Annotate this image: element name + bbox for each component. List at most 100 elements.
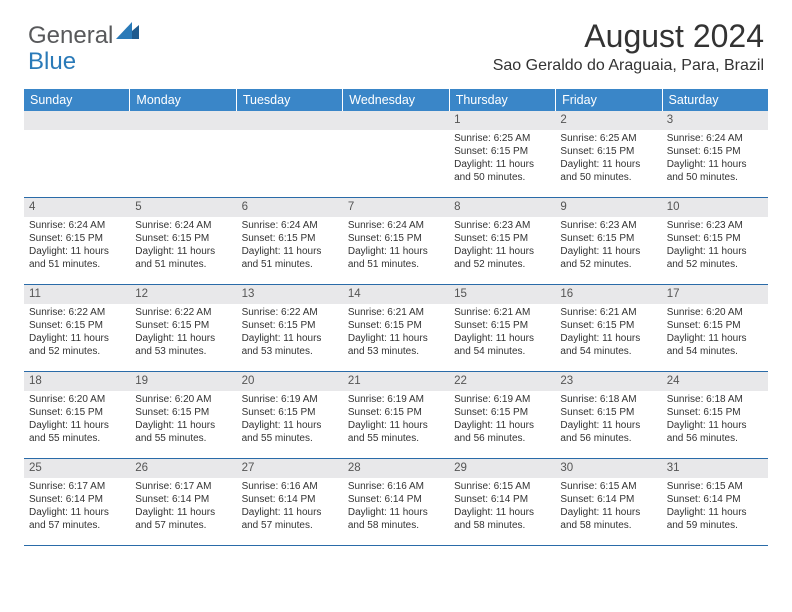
day-number: 21 — [343, 372, 449, 391]
day-details: Sunrise: 6:24 AMSunset: 6:15 PMDaylight:… — [237, 217, 343, 275]
calendar-day-cell: 2Sunrise: 6:25 AMSunset: 6:15 PMDaylight… — [555, 111, 661, 197]
calendar-day-cell: 29Sunrise: 6:15 AMSunset: 6:14 PMDayligh… — [449, 459, 555, 545]
sunset-text: Sunset: 6:15 PM — [454, 145, 550, 158]
day-details: Sunrise: 6:20 AMSunset: 6:15 PMDaylight:… — [662, 304, 768, 362]
day-number: 17 — [662, 285, 768, 304]
daylight-text: Daylight: 11 hours and 56 minutes. — [667, 419, 763, 445]
sunset-text: Sunset: 6:15 PM — [29, 319, 125, 332]
calendar-day-cell: 14Sunrise: 6:21 AMSunset: 6:15 PMDayligh… — [343, 285, 449, 371]
day-number: 30 — [555, 459, 661, 478]
day-details: Sunrise: 6:22 AMSunset: 6:15 PMDaylight:… — [237, 304, 343, 362]
day-details: Sunrise: 6:15 AMSunset: 6:14 PMDaylight:… — [555, 478, 661, 536]
sunrise-text: Sunrise: 6:24 AM — [667, 132, 763, 145]
day-number: 13 — [237, 285, 343, 304]
day-details: Sunrise: 6:18 AMSunset: 6:15 PMDaylight:… — [662, 391, 768, 449]
day-number: 20 — [237, 372, 343, 391]
daylight-text: Daylight: 11 hours and 56 minutes. — [560, 419, 656, 445]
sunset-text: Sunset: 6:15 PM — [560, 406, 656, 419]
sunrise-text: Sunrise: 6:21 AM — [454, 306, 550, 319]
logo: General — [28, 22, 140, 50]
logo-text-general: General — [28, 22, 113, 50]
calendar-day-cell: 3Sunrise: 6:24 AMSunset: 6:15 PMDaylight… — [662, 111, 768, 197]
sunset-text: Sunset: 6:15 PM — [348, 319, 444, 332]
header: General August 2024 Sao Geraldo do Aragu… — [0, 0, 792, 81]
day-details: Sunrise: 6:25 AMSunset: 6:15 PMDaylight:… — [555, 130, 661, 188]
weekday-header: Saturday — [663, 89, 768, 111]
day-details: Sunrise: 6:24 AMSunset: 6:15 PMDaylight:… — [343, 217, 449, 275]
day-details: Sunrise: 6:22 AMSunset: 6:15 PMDaylight:… — [130, 304, 236, 362]
calendar-week-row: 11Sunrise: 6:22 AMSunset: 6:15 PMDayligh… — [24, 285, 768, 372]
sunrise-text: Sunrise: 6:24 AM — [135, 219, 231, 232]
daylight-text: Daylight: 11 hours and 53 minutes. — [348, 332, 444, 358]
weekday-header: Thursday — [450, 89, 556, 111]
month-title: August 2024 — [493, 18, 764, 55]
day-number: 25 — [24, 459, 130, 478]
calendar-day-cell: 4Sunrise: 6:24 AMSunset: 6:15 PMDaylight… — [24, 198, 130, 284]
calendar-day-cell: . — [343, 111, 449, 197]
day-details: Sunrise: 6:21 AMSunset: 6:15 PMDaylight:… — [343, 304, 449, 362]
weekday-header-row: SundayMondayTuesdayWednesdayThursdayFrid… — [24, 89, 768, 111]
calendar-day-cell: 6Sunrise: 6:24 AMSunset: 6:15 PMDaylight… — [237, 198, 343, 284]
sunrise-text: Sunrise: 6:25 AM — [454, 132, 550, 145]
sunset-text: Sunset: 6:15 PM — [560, 319, 656, 332]
sunrise-text: Sunrise: 6:15 AM — [667, 480, 763, 493]
sunset-text: Sunset: 6:15 PM — [667, 319, 763, 332]
logo-triangle-icon — [116, 22, 140, 45]
calendar-day-cell: 23Sunrise: 6:18 AMSunset: 6:15 PMDayligh… — [555, 372, 661, 458]
day-details: Sunrise: 6:19 AMSunset: 6:15 PMDaylight:… — [237, 391, 343, 449]
sunset-text: Sunset: 6:15 PM — [242, 319, 338, 332]
calendar-week-row: 25Sunrise: 6:17 AMSunset: 6:14 PMDayligh… — [24, 459, 768, 546]
calendar-week-row: ....1Sunrise: 6:25 AMSunset: 6:15 PMDayl… — [24, 111, 768, 198]
daylight-text: Daylight: 11 hours and 52 minutes. — [454, 245, 550, 271]
day-number: 23 — [555, 372, 661, 391]
day-number: 28 — [343, 459, 449, 478]
sunrise-text: Sunrise: 6:17 AM — [29, 480, 125, 493]
sunrise-text: Sunrise: 6:21 AM — [348, 306, 444, 319]
sunset-text: Sunset: 6:15 PM — [454, 232, 550, 245]
sunrise-text: Sunrise: 6:22 AM — [242, 306, 338, 319]
day-number: . — [237, 111, 343, 130]
sunset-text: Sunset: 6:15 PM — [348, 406, 444, 419]
weekday-header: Wednesday — [343, 89, 449, 111]
daylight-text: Daylight: 11 hours and 54 minutes. — [454, 332, 550, 358]
day-number: 2 — [555, 111, 661, 130]
day-details: Sunrise: 6:18 AMSunset: 6:15 PMDaylight:… — [555, 391, 661, 449]
daylight-text: Daylight: 11 hours and 57 minutes. — [135, 506, 231, 532]
daylight-text: Daylight: 11 hours and 50 minutes. — [667, 158, 763, 184]
day-number: 6 — [237, 198, 343, 217]
daylight-text: Daylight: 11 hours and 59 minutes. — [667, 506, 763, 532]
sunset-text: Sunset: 6:15 PM — [135, 232, 231, 245]
sunset-text: Sunset: 6:15 PM — [667, 232, 763, 245]
daylight-text: Daylight: 11 hours and 51 minutes. — [242, 245, 338, 271]
calendar-day-cell: 10Sunrise: 6:23 AMSunset: 6:15 PMDayligh… — [662, 198, 768, 284]
day-number: 11 — [24, 285, 130, 304]
sunset-text: Sunset: 6:15 PM — [242, 232, 338, 245]
day-number: 5 — [130, 198, 236, 217]
calendar-day-cell: 9Sunrise: 6:23 AMSunset: 6:15 PMDaylight… — [555, 198, 661, 284]
day-number: 1 — [449, 111, 555, 130]
weeks-container: ....1Sunrise: 6:25 AMSunset: 6:15 PMDayl… — [24, 111, 768, 546]
calendar-week-row: 18Sunrise: 6:20 AMSunset: 6:15 PMDayligh… — [24, 372, 768, 459]
day-details: Sunrise: 6:16 AMSunset: 6:14 PMDaylight:… — [237, 478, 343, 536]
daylight-text: Daylight: 11 hours and 51 minutes. — [135, 245, 231, 271]
sunrise-text: Sunrise: 6:18 AM — [560, 393, 656, 406]
calendar-day-cell: 16Sunrise: 6:21 AMSunset: 6:15 PMDayligh… — [555, 285, 661, 371]
calendar-day-cell: . — [237, 111, 343, 197]
sunset-text: Sunset: 6:15 PM — [29, 232, 125, 245]
calendar-day-cell: 15Sunrise: 6:21 AMSunset: 6:15 PMDayligh… — [449, 285, 555, 371]
daylight-text: Daylight: 11 hours and 53 minutes. — [242, 332, 338, 358]
day-details: Sunrise: 6:22 AMSunset: 6:15 PMDaylight:… — [24, 304, 130, 362]
weekday-header: Tuesday — [237, 89, 343, 111]
day-number: 22 — [449, 372, 555, 391]
calendar-day-cell: 24Sunrise: 6:18 AMSunset: 6:15 PMDayligh… — [662, 372, 768, 458]
sunset-text: Sunset: 6:14 PM — [560, 493, 656, 506]
day-number: 29 — [449, 459, 555, 478]
sunrise-text: Sunrise: 6:21 AM — [560, 306, 656, 319]
sunset-text: Sunset: 6:14 PM — [29, 493, 125, 506]
sunrise-text: Sunrise: 6:19 AM — [454, 393, 550, 406]
day-details: Sunrise: 6:24 AMSunset: 6:15 PMDaylight:… — [24, 217, 130, 275]
day-details: Sunrise: 6:20 AMSunset: 6:15 PMDaylight:… — [24, 391, 130, 449]
sunset-text: Sunset: 6:14 PM — [454, 493, 550, 506]
sunrise-text: Sunrise: 6:24 AM — [242, 219, 338, 232]
calendar-day-cell: 25Sunrise: 6:17 AMSunset: 6:14 PMDayligh… — [24, 459, 130, 545]
